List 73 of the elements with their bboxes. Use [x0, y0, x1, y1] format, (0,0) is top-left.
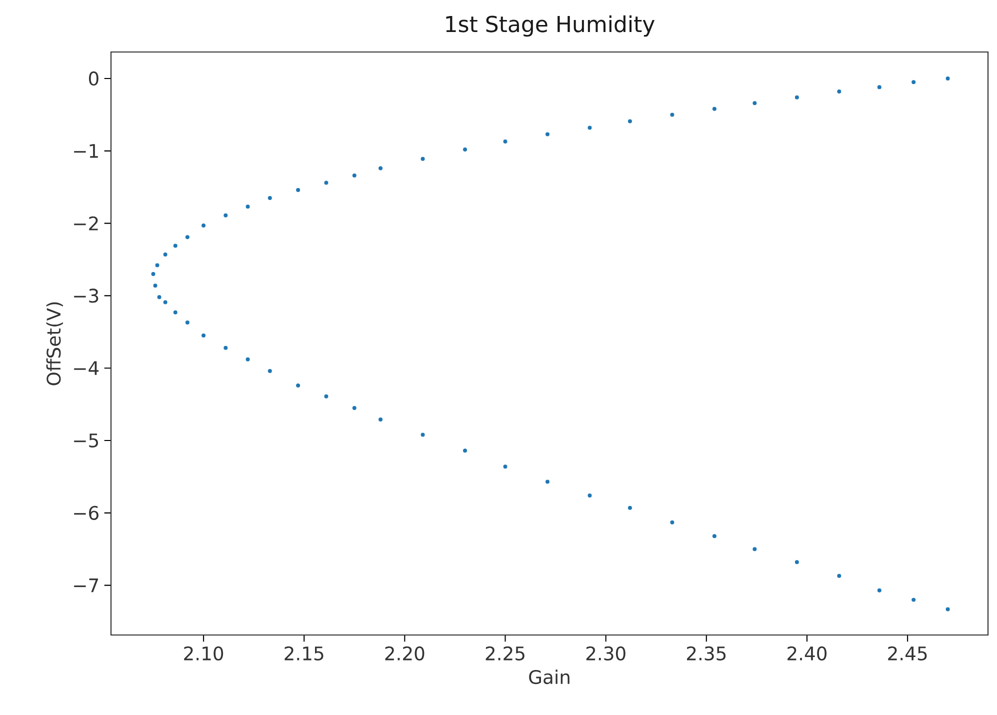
- x-axis-title: Gain: [529, 670, 570, 684]
- point: [185, 320, 190, 325]
- point: [752, 547, 757, 552]
- point: [463, 147, 468, 152]
- y-axis-title: OffSet(V): [46, 302, 63, 386]
- point: [628, 506, 632, 510]
- y-tick-label: −6: [74, 506, 98, 520]
- point: [420, 432, 425, 437]
- point: [463, 448, 468, 453]
- point: [224, 213, 228, 218]
- point: [173, 310, 178, 314]
- point: [151, 272, 156, 276]
- point: [837, 90, 842, 94]
- x-tick-label: 2.15: [284, 646, 324, 661]
- point: [670, 520, 674, 524]
- point: [202, 223, 206, 228]
- point: [378, 418, 383, 422]
- y-tick-label: −2: [74, 216, 98, 230]
- point: [246, 357, 250, 362]
- x-tick-label: 2.40: [788, 646, 827, 661]
- point: [324, 394, 328, 398]
- point: [246, 204, 250, 209]
- point: [163, 252, 168, 256]
- point: [296, 383, 300, 388]
- point: [794, 95, 799, 100]
- x-tick-label: 2.30: [586, 646, 626, 661]
- x-tick-label: 2.25: [486, 646, 524, 661]
- point: [877, 85, 882, 90]
- point: [296, 188, 300, 192]
- point: [352, 406, 356, 410]
- y-tick-label: −1: [74, 144, 98, 158]
- x-tick-label: 2.45: [888, 646, 927, 661]
- y-tick-label: −4: [74, 361, 99, 375]
- point: [173, 244, 178, 248]
- y-tick-label: −5: [74, 434, 98, 448]
- point: [712, 106, 716, 111]
- point: [503, 139, 508, 144]
- point: [912, 598, 916, 602]
- point: [712, 534, 716, 538]
- point: [378, 166, 383, 170]
- point: [503, 464, 508, 469]
- point: [157, 295, 162, 300]
- point: [752, 101, 757, 106]
- point: [794, 560, 799, 564]
- point: [185, 235, 190, 240]
- point: [545, 480, 550, 484]
- point: [153, 284, 158, 288]
- point: [352, 174, 356, 178]
- point: [545, 132, 550, 136]
- point: [588, 494, 592, 498]
- point: [268, 369, 272, 374]
- x-tick-label: 2.10: [184, 646, 224, 661]
- point: [588, 126, 592, 130]
- chart-title: 1st Stage Humidity: [446, 15, 655, 37]
- point: [224, 346, 228, 350]
- x-tick-label: 2.35: [686, 646, 726, 661]
- point: [628, 119, 632, 124]
- point: [420, 156, 425, 161]
- point: [946, 76, 950, 80]
- point: [877, 588, 882, 592]
- point: [837, 574, 842, 578]
- point: [202, 334, 206, 338]
- point: [946, 607, 950, 612]
- point: [155, 263, 160, 268]
- point: [912, 80, 916, 84]
- point: [670, 112, 674, 117]
- point: [163, 300, 168, 304]
- y-tick-label: −7: [74, 578, 98, 592]
- y-tick-label: −3: [74, 288, 98, 303]
- y-tick-label: 0: [88, 71, 98, 86]
- point: [268, 196, 272, 200]
- point: [324, 180, 328, 185]
- x-tick-label: 2.20: [385, 646, 424, 661]
